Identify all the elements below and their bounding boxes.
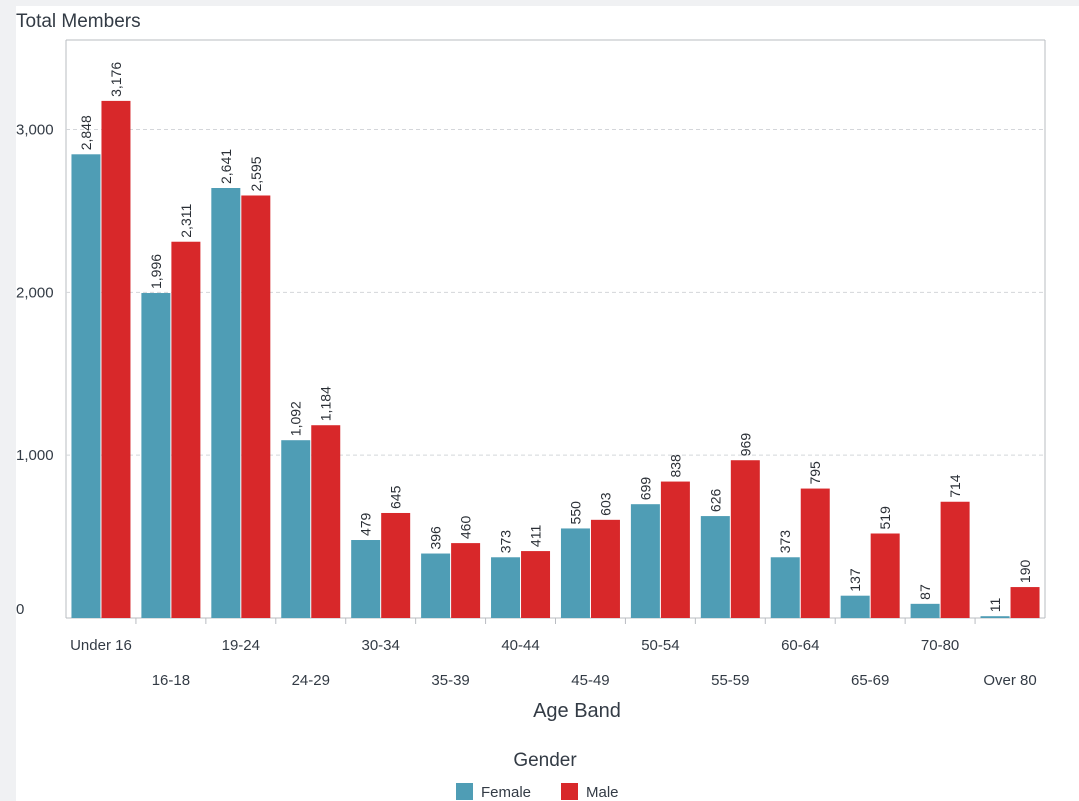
data-label: 479 — [358, 512, 374, 536]
bar-male — [590, 519, 620, 618]
bar-male — [800, 488, 830, 618]
y-tick-label: 0 — [16, 601, 24, 618]
bar-male — [311, 425, 341, 618]
data-label: 699 — [637, 477, 653, 501]
legend-label-female: Female — [481, 784, 531, 801]
chart-container: Total Members 0 1,000 2,000 3,000 2,848 3,17… — [16, 6, 1079, 801]
data-label: 550 — [567, 501, 583, 525]
x-axis-ticks: Under 16 16-18 19-24 24-29 30-34 35-39 40-44 45… — [70, 618, 1037, 689]
bar-female — [560, 528, 590, 618]
bar-female — [351, 540, 381, 618]
data-label: 87 — [917, 584, 933, 600]
data-label: 2,595 — [248, 156, 264, 191]
data-label: 411 — [528, 525, 544, 548]
bar-female — [281, 440, 311, 618]
x-tick-label: Under 16 — [70, 637, 132, 654]
bars — [71, 100, 1040, 619]
bar-female — [491, 557, 521, 618]
x-tick-label: 35-39 — [431, 672, 469, 689]
x-tick-label: 16-18 — [152, 672, 190, 689]
data-label: 1,184 — [318, 386, 334, 421]
data-label: 373 — [777, 530, 793, 554]
bar-female — [770, 557, 800, 618]
legend-title: Gender — [513, 750, 577, 771]
legend: Gender Female Male — [456, 750, 619, 801]
bar-male — [381, 512, 411, 618]
data-label: 714 — [947, 474, 963, 498]
data-label: 519 — [877, 506, 893, 530]
x-tick-label: 50-54 — [641, 637, 679, 654]
data-label: 11 — [987, 597, 1003, 612]
bar-female — [910, 603, 940, 618]
x-tick-label: Over 80 — [983, 672, 1036, 689]
data-label: 795 — [807, 461, 823, 485]
x-axis-title: Age Band — [533, 700, 621, 722]
bar-female — [840, 595, 870, 618]
data-label: 1,092 — [288, 401, 304, 436]
bar-female — [421, 553, 451, 618]
bar-male — [660, 481, 690, 618]
data-label: 1,996 — [148, 254, 164, 289]
data-label: 2,311 — [178, 204, 194, 238]
bar-male — [451, 543, 481, 618]
data-label: 838 — [667, 454, 683, 478]
bar-female — [630, 504, 660, 618]
data-label: 626 — [707, 489, 723, 513]
bar-female — [980, 616, 1010, 618]
data-label: 645 — [388, 485, 404, 509]
data-labels: 2,848 3,176 1,996 2,311 2,641 2,595 1,092 1,184… — [78, 62, 1033, 613]
bar-male — [730, 460, 760, 618]
bar-male — [940, 501, 970, 618]
y-tick-label: 3,000 — [16, 122, 54, 139]
x-tick-label: 45-49 — [571, 672, 609, 689]
legend-swatch-female — [456, 783, 473, 800]
y-tick-label: 2,000 — [16, 284, 54, 301]
bar-male — [521, 551, 551, 618]
bar-female — [211, 188, 241, 619]
data-label: 3,176 — [108, 62, 124, 97]
data-label: 2,641 — [218, 149, 234, 184]
data-label: 396 — [428, 526, 444, 550]
bar-male — [1010, 587, 1040, 618]
bar-male — [101, 100, 131, 618]
bar-female — [141, 293, 171, 618]
data-label: 137 — [847, 568, 863, 592]
bar-chart: Total Members 0 1,000 2,000 3,000 2,848 3,17… — [16, 11, 1046, 801]
legend-label-male: Male — [586, 784, 619, 801]
x-tick-label: 30-34 — [361, 637, 399, 654]
bar-female — [71, 154, 101, 618]
x-tick-label: 55-59 — [711, 672, 749, 689]
x-tick-label: 19-24 — [222, 637, 260, 654]
bar-male — [241, 195, 271, 618]
legend-items: Female Male — [456, 783, 619, 801]
x-tick-label: 70-80 — [921, 637, 959, 654]
x-tick-label: 60-64 — [781, 637, 819, 654]
x-tick-label: 24-29 — [292, 672, 330, 689]
y-axis-ticks: 0 1,000 2,000 3,000 — [16, 122, 54, 618]
x-tick-label: 40-44 — [501, 637, 539, 654]
bar-male — [870, 533, 900, 618]
data-label: 373 — [498, 530, 514, 554]
bar-female — [700, 516, 730, 618]
bar-male — [171, 241, 201, 618]
y-axis-title: Total Members — [16, 11, 141, 32]
data-label: 603 — [597, 492, 613, 516]
data-label: 190 — [1017, 559, 1033, 583]
data-label: 2,848 — [78, 115, 94, 150]
legend-swatch-male — [561, 783, 578, 800]
x-tick-label: 65-69 — [851, 672, 889, 689]
y-tick-label: 1,000 — [16, 447, 54, 464]
data-label: 969 — [737, 433, 753, 457]
data-label: 460 — [458, 516, 474, 540]
